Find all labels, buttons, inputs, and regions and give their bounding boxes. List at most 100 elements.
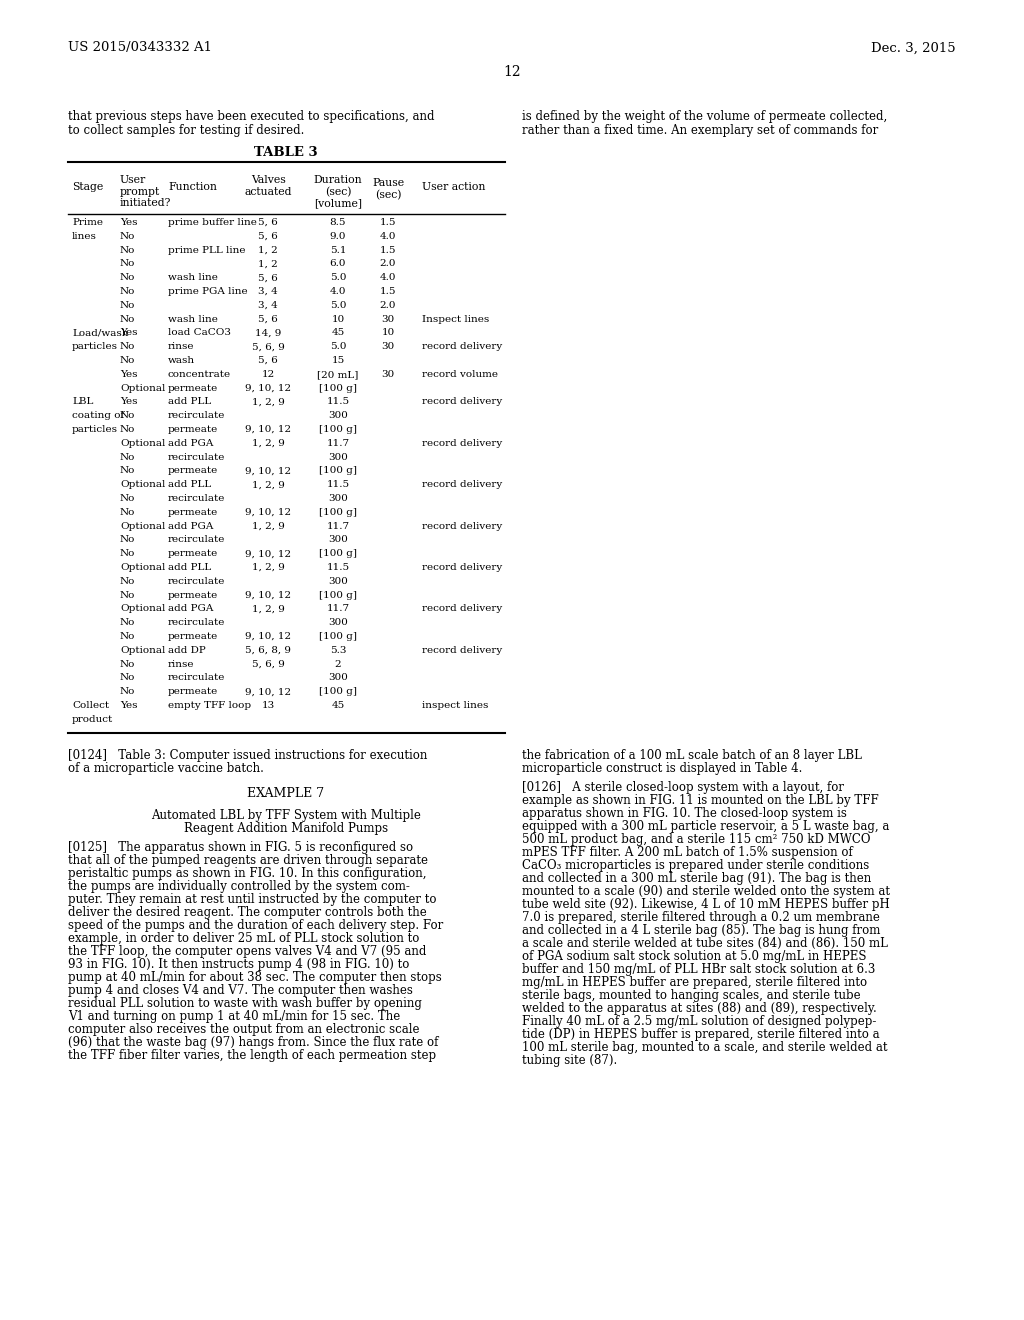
- Text: Prime: Prime: [72, 218, 103, 227]
- Text: No: No: [120, 688, 135, 696]
- Text: No: No: [120, 466, 135, 475]
- Text: 12: 12: [261, 370, 274, 379]
- Text: No: No: [120, 673, 135, 682]
- Text: 93 in FIG. 10). It then instructs pump 4 (98 in FIG. 10) to: 93 in FIG. 10). It then instructs pump 4…: [68, 957, 410, 970]
- Text: 5.0: 5.0: [330, 301, 346, 310]
- Text: 5.0: 5.0: [330, 273, 346, 282]
- Text: tide (DP) in HEPES buffer is prepared, sterile filtered into a: tide (DP) in HEPES buffer is prepared, s…: [522, 1027, 880, 1040]
- Text: Automated LBL by TFF System with Multiple: Automated LBL by TFF System with Multipl…: [152, 809, 421, 821]
- Text: No: No: [120, 494, 135, 503]
- Text: residual PLL solution to waste with wash buffer by opening: residual PLL solution to waste with wash…: [68, 997, 422, 1010]
- Text: 5, 6, 8, 9: 5, 6, 8, 9: [245, 645, 291, 655]
- Text: 1, 2, 9: 1, 2, 9: [252, 521, 285, 531]
- Text: 11.7: 11.7: [327, 521, 349, 531]
- Text: apparatus shown in FIG. 10. The closed-loop system is: apparatus shown in FIG. 10. The closed-l…: [522, 807, 847, 820]
- Text: Optional: Optional: [120, 480, 165, 490]
- Text: 14, 9: 14, 9: [255, 329, 282, 338]
- Text: 3, 4: 3, 4: [258, 286, 278, 296]
- Text: Optional: Optional: [120, 384, 165, 392]
- Text: record delivery: record delivery: [422, 397, 502, 407]
- Text: [100 g]: [100 g]: [319, 508, 357, 517]
- Text: 4.0: 4.0: [380, 232, 396, 240]
- Text: equipped with a 300 mL particle reservoir, a 5 L waste bag, a: equipped with a 300 mL particle reservoi…: [522, 820, 890, 833]
- Text: that previous steps have been executed to specifications, and: that previous steps have been executed t…: [68, 110, 434, 123]
- Text: V1 and turning on pump 1 at 40 mL/min for 15 sec. The: V1 and turning on pump 1 at 40 mL/min fo…: [68, 1010, 400, 1023]
- Text: 9, 10, 12: 9, 10, 12: [245, 384, 291, 392]
- Text: and collected in a 4 L sterile bag (85). The bag is hung from: and collected in a 4 L sterile bag (85).…: [522, 924, 881, 937]
- Text: Yes: Yes: [120, 397, 137, 407]
- Text: permeate: permeate: [168, 590, 218, 599]
- Text: product: product: [72, 715, 114, 723]
- Text: 9, 10, 12: 9, 10, 12: [245, 632, 291, 642]
- Text: 5, 6, 9: 5, 6, 9: [252, 660, 285, 669]
- Text: puter. They remain at rest until instructed by the computer to: puter. They remain at rest until instruc…: [68, 892, 436, 906]
- Text: [100 g]: [100 g]: [319, 590, 357, 599]
- Text: pump 4 and closes V4 and V7. The computer then washes: pump 4 and closes V4 and V7. The compute…: [68, 983, 413, 997]
- Text: Optional: Optional: [120, 605, 165, 614]
- Text: 1, 2: 1, 2: [258, 246, 278, 255]
- Text: wash line: wash line: [168, 314, 218, 323]
- Text: 500 mL product bag, and a sterile 115 cm² 750 kD MWCO: 500 mL product bag, and a sterile 115 cm…: [522, 833, 870, 846]
- Text: User action: User action: [422, 182, 485, 191]
- Text: add PGA: add PGA: [168, 605, 213, 614]
- Text: 9, 10, 12: 9, 10, 12: [245, 688, 291, 696]
- Text: Dec. 3, 2015: Dec. 3, 2015: [871, 41, 956, 54]
- Text: 300: 300: [328, 453, 348, 462]
- Text: tube weld site (92). Likewise, 4 L of 10 mM HEPES buffer pH: tube weld site (92). Likewise, 4 L of 10…: [522, 898, 890, 911]
- Text: a scale and sterile welded at tube sites (84) and (86). 150 mL: a scale and sterile welded at tube sites…: [522, 937, 888, 949]
- Text: 45: 45: [332, 329, 345, 338]
- Text: No: No: [120, 260, 135, 268]
- Text: recirculate: recirculate: [168, 536, 225, 544]
- Text: User
prompt
initiated?: User prompt initiated?: [120, 176, 171, 209]
- Text: US 2015/0343332 A1: US 2015/0343332 A1: [68, 41, 212, 54]
- Text: record delivery: record delivery: [422, 438, 502, 447]
- Text: add PLL: add PLL: [168, 397, 211, 407]
- Text: the fabrication of a 100 mL scale batch of an 8 layer LBL: the fabrication of a 100 mL scale batch …: [522, 748, 862, 762]
- Text: permeate: permeate: [168, 384, 218, 392]
- Text: 2.0: 2.0: [380, 301, 396, 310]
- Text: permeate: permeate: [168, 508, 218, 517]
- Text: 4.0: 4.0: [380, 273, 396, 282]
- Text: 9, 10, 12: 9, 10, 12: [245, 590, 291, 599]
- Text: record delivery: record delivery: [422, 605, 502, 614]
- Text: 5.3: 5.3: [330, 645, 346, 655]
- Text: 9, 10, 12: 9, 10, 12: [245, 425, 291, 434]
- Text: [0124]   Table 3: Computer issued instructions for execution: [0124] Table 3: Computer issued instruct…: [68, 748, 427, 762]
- Text: Yes: Yes: [120, 329, 137, 338]
- Text: record delivery: record delivery: [422, 342, 502, 351]
- Text: rinse: rinse: [168, 342, 195, 351]
- Text: is defined by the weight of the volume of permeate collected,: is defined by the weight of the volume o…: [522, 110, 887, 123]
- Text: rinse: rinse: [168, 660, 195, 669]
- Text: 5, 6: 5, 6: [258, 314, 278, 323]
- Text: 2.0: 2.0: [380, 260, 396, 268]
- Text: 5.1: 5.1: [330, 246, 346, 255]
- Text: the pumps are individually controlled by the system com-: the pumps are individually controlled by…: [68, 879, 410, 892]
- Text: 30: 30: [381, 342, 394, 351]
- Text: 8.5: 8.5: [330, 218, 346, 227]
- Text: [0126]   A sterile closed-loop system with a layout, for: [0126] A sterile closed-loop system with…: [522, 780, 844, 793]
- Text: buffer and 150 mg/mL of PLL HBr salt stock solution at 6.3: buffer and 150 mg/mL of PLL HBr salt sto…: [522, 962, 876, 975]
- Text: CaCO₃ microparticles is prepared under sterile conditions: CaCO₃ microparticles is prepared under s…: [522, 858, 869, 871]
- Text: 300: 300: [328, 536, 348, 544]
- Text: add DP: add DP: [168, 645, 206, 655]
- Text: deliver the desired reagent. The computer controls both the: deliver the desired reagent. The compute…: [68, 906, 427, 919]
- Text: 11.7: 11.7: [327, 605, 349, 614]
- Text: tubing site (87).: tubing site (87).: [522, 1053, 617, 1067]
- Text: welded to the apparatus at sites (88) and (89), respectively.: welded to the apparatus at sites (88) an…: [522, 1002, 877, 1015]
- Text: Optional: Optional: [120, 438, 165, 447]
- Text: recirculate: recirculate: [168, 673, 225, 682]
- Text: 5, 6: 5, 6: [258, 356, 278, 366]
- Text: No: No: [120, 453, 135, 462]
- Text: 15: 15: [332, 356, 345, 366]
- Text: Optional: Optional: [120, 564, 165, 572]
- Text: 1.5: 1.5: [380, 246, 396, 255]
- Text: speed of the pumps and the duration of each delivery step. For: speed of the pumps and the duration of e…: [68, 919, 443, 932]
- Text: permeate: permeate: [168, 632, 218, 642]
- Text: mPES TFF filter. A 200 mL batch of 1.5% suspension of: mPES TFF filter. A 200 mL batch of 1.5% …: [522, 846, 853, 858]
- Text: No: No: [120, 632, 135, 642]
- Text: 30: 30: [381, 314, 394, 323]
- Text: 11.7: 11.7: [327, 438, 349, 447]
- Text: prime PLL line: prime PLL line: [168, 246, 246, 255]
- Text: 1.5: 1.5: [380, 286, 396, 296]
- Text: peristaltic pumps as shown in FIG. 10. In this configuration,: peristaltic pumps as shown in FIG. 10. I…: [68, 867, 427, 879]
